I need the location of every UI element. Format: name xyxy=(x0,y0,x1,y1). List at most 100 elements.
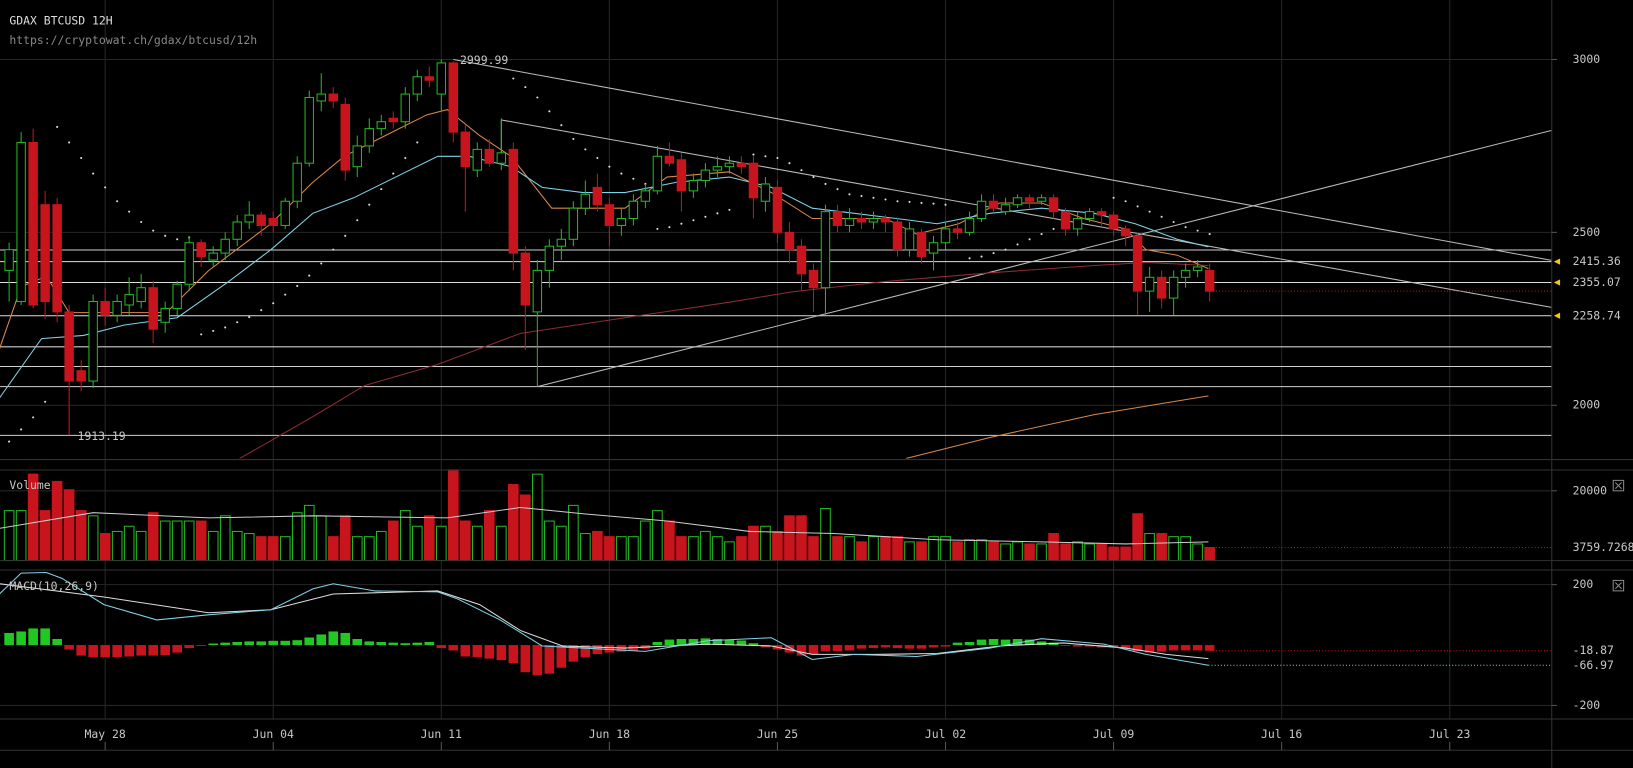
volume-bar xyxy=(1108,546,1119,561)
volume-bar xyxy=(1084,543,1095,561)
volume-bar xyxy=(351,536,363,561)
sar-dot xyxy=(1112,196,1115,199)
volume-bar xyxy=(1144,533,1155,561)
candle-body xyxy=(952,228,963,233)
volume-bar xyxy=(736,536,747,561)
close-box[interactable] xyxy=(1612,579,1625,592)
histogram-bar xyxy=(736,640,747,646)
histogram-bar xyxy=(424,642,435,646)
sar-dot xyxy=(1028,238,1031,241)
low-annotation: 1913.19 xyxy=(77,429,125,443)
candle-body xyxy=(508,148,519,254)
sar-dot xyxy=(1196,229,1199,232)
close-icon[interactable] xyxy=(1614,582,1622,590)
x-tick-label: Jun 25 xyxy=(757,727,798,741)
volume-bar xyxy=(375,530,387,561)
macd-panel xyxy=(0,571,1552,676)
sar-dot xyxy=(620,172,623,175)
candle-body xyxy=(1084,211,1095,220)
histogram-bar xyxy=(352,638,363,646)
volume-bar xyxy=(688,536,699,561)
sar-dot xyxy=(284,293,287,296)
volume-bar xyxy=(1180,536,1191,561)
histogram-bar xyxy=(892,645,903,649)
price-arrow xyxy=(1553,312,1561,319)
candle-body xyxy=(940,228,951,244)
candle-body xyxy=(784,231,795,251)
sar-dot xyxy=(128,210,131,213)
sar-dot xyxy=(368,203,371,206)
volume-bar xyxy=(568,504,579,561)
candle-body xyxy=(652,155,663,192)
sar-dot xyxy=(1208,233,1211,236)
volume-bar xyxy=(1012,541,1023,561)
candle-body xyxy=(256,214,266,226)
histogram-bar xyxy=(280,640,291,646)
sar-dot xyxy=(524,86,527,89)
volume-bar xyxy=(1048,533,1059,561)
sar-dot xyxy=(20,428,23,431)
price-arrow xyxy=(1553,279,1561,286)
volume-bar xyxy=(363,536,375,561)
histogram-bar xyxy=(592,645,603,655)
sar-dot xyxy=(416,141,419,144)
volume-bar xyxy=(231,530,243,561)
sar-dot xyxy=(848,193,851,196)
histogram-bar xyxy=(124,645,134,657)
volume-bar xyxy=(1204,546,1215,561)
chart-subtitle: https://cryptowat.ch/gdax/btcusd/12h xyxy=(9,33,257,47)
sar-dot xyxy=(512,77,515,80)
close-box[interactable] xyxy=(1612,479,1625,492)
candle-body xyxy=(628,200,639,220)
last-macd-label: -66.97 xyxy=(1573,658,1614,672)
histogram-bar xyxy=(388,642,399,646)
sar-dot xyxy=(272,302,275,305)
y-tick-label: 3000 xyxy=(1573,52,1601,66)
candle-body xyxy=(1156,276,1167,299)
histogram-bar xyxy=(724,639,735,646)
candle-body xyxy=(328,93,338,102)
sar-dot xyxy=(1172,220,1175,224)
volume-bar xyxy=(820,508,831,561)
sar-dot xyxy=(992,252,995,255)
volume-bar xyxy=(207,530,219,561)
price-line-label: 2355.07 xyxy=(1573,275,1621,289)
moving-average xyxy=(239,261,1209,459)
x-tick-label: Jul 02 xyxy=(925,727,966,741)
histogram-bar xyxy=(400,643,411,646)
x-tick-label: Jul 09 xyxy=(1093,727,1134,741)
sar-dot xyxy=(332,248,335,251)
sar-dot xyxy=(968,257,971,260)
sar-dot xyxy=(1004,248,1007,251)
volume-bar xyxy=(580,533,591,561)
candle-body xyxy=(160,307,170,323)
histogram-bar xyxy=(496,645,507,661)
candle-body xyxy=(88,301,98,382)
histogram-bar xyxy=(256,641,267,646)
x-tick-label: Jul 16 xyxy=(1261,727,1302,741)
candle-body xyxy=(892,221,903,251)
panel-title: Volume xyxy=(9,478,50,492)
histogram-bar xyxy=(568,645,579,662)
histogram-bar xyxy=(784,645,795,653)
candle-body xyxy=(112,301,122,316)
histogram-bar xyxy=(1024,639,1035,646)
histogram-bar xyxy=(1036,641,1047,646)
candle-body xyxy=(292,162,302,202)
sar-dot xyxy=(1148,210,1151,213)
volume-bar xyxy=(123,525,135,561)
close-button[interactable] xyxy=(1612,479,1625,492)
sar-dot xyxy=(584,148,587,151)
volume-bar xyxy=(195,520,207,561)
close-button[interactable] xyxy=(1612,579,1625,592)
histogram-bar xyxy=(508,645,519,664)
x-tick-label: Jun 04 xyxy=(253,727,294,741)
volume-bar xyxy=(1168,536,1179,561)
candle-body xyxy=(1168,276,1179,299)
candle-body xyxy=(232,221,242,240)
close-icon[interactable] xyxy=(1614,482,1622,490)
volume-bar xyxy=(904,541,915,561)
y-tick-label: 200 xyxy=(1573,577,1594,591)
histogram-bar xyxy=(208,643,219,646)
volume-bar xyxy=(808,536,819,561)
